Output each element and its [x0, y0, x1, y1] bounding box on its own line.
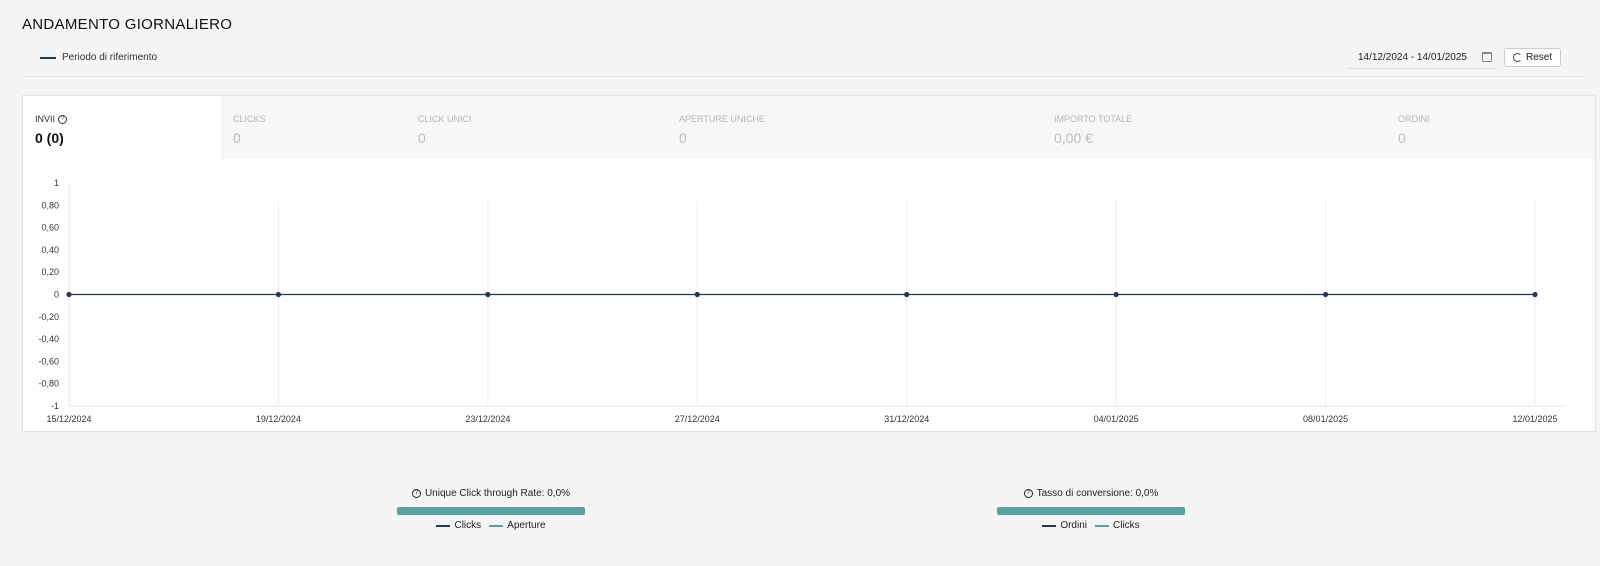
chart-legend: Periodo di riferimento: [40, 52, 157, 63]
data-point: [485, 291, 491, 298]
y-tick-label: 0,40: [41, 245, 59, 255]
data-point: [1113, 291, 1119, 298]
tab-label: CLICKS: [233, 114, 266, 124]
metric-ctr: ? Unique Click through Rate: 0,0% Clicks…: [397, 488, 585, 531]
legend-line-icon: [1095, 524, 1109, 527]
tab-label: APERTURE UNICHE: [679, 114, 765, 124]
metric-title: Tasso di conversione: 0,0%: [1036, 488, 1159, 499]
tab-value: 0 (0): [35, 130, 64, 146]
reset-label: Reset: [1526, 52, 1553, 63]
data-point: [694, 291, 700, 298]
tab-ordini[interactable]: ORDINI 0: [1386, 96, 1595, 159]
metric-bar: [397, 507, 585, 515]
x-tick-label: 27/12/2024: [675, 414, 720, 424]
legend-line-icon: [489, 524, 504, 527]
legend-label: Clicks: [454, 520, 482, 531]
calendar-icon[interactable]: [1482, 52, 1492, 62]
metric-title: Unique Click through Rate: 0,0%: [424, 488, 571, 499]
legend-label: Clicks: [1113, 520, 1140, 531]
data-point: [275, 291, 282, 298]
y-tick-label: 0,80: [41, 200, 59, 210]
y-tick-label: 1: [54, 178, 59, 188]
reset-button[interactable]: Reset: [1504, 48, 1562, 67]
y-tick-label: -0,20: [38, 312, 59, 322]
metric-legend: Clicks Aperture: [397, 520, 585, 531]
help-icon[interactable]: ?: [411, 489, 421, 498]
legend-line-icon: [40, 56, 56, 59]
data-point: [1322, 291, 1329, 298]
data-point: [904, 291, 910, 298]
y-tick-label: -0,80: [38, 379, 59, 389]
tab-value: 0,00 €: [1054, 130, 1093, 146]
help-icon[interactable]: ?: [58, 114, 68, 124]
tab-value: 0: [1398, 130, 1406, 146]
x-tick-label: 12/01/2025: [1512, 414, 1557, 424]
legend-label: Periodo di riferimento: [62, 52, 158, 63]
line-chart: 1 0,80 0,60 0,40 0,20 0 -0,20 -0,40 -0,60 -0,80 -1…: [38, 178, 1563, 424]
legend-label: Ordini: [1060, 520, 1087, 531]
y-tick-label: -0,60: [38, 356, 59, 366]
x-tick-label: 19/12/2024: [256, 414, 301, 424]
chart-card: INVII ? 0 (0) CLICKS 0 CLICK UNICI 0 APE…: [22, 95, 1596, 432]
legend-label: Aperture: [507, 520, 546, 531]
data-point: [1532, 291, 1538, 298]
tab-invii[interactable]: INVII ? 0 (0): [23, 96, 221, 159]
y-tick-label: 0,60: [41, 223, 59, 233]
tab-clicks[interactable]: CLICKS 0: [221, 96, 406, 159]
y-tick-label: -0,40: [38, 334, 59, 344]
refresh-icon: [1513, 53, 1522, 62]
tab-importo-totale[interactable]: IMPORTO TOTALE 0,00 €: [1042, 96, 1386, 159]
y-tick-label: 0,20: [41, 267, 59, 277]
data-point: [66, 291, 72, 298]
divider: [22, 76, 1584, 77]
y-tick-label: -1: [51, 401, 59, 411]
tab-value: 0: [233, 130, 241, 146]
metric-tabs: INVII ? 0 (0) CLICKS 0 CLICK UNICI 0 APE…: [23, 96, 1595, 159]
x-tick-label: 31/12/2024: [884, 414, 929, 424]
tab-label: IMPORTO TOTALE: [1054, 114, 1133, 124]
tab-value: 0: [418, 130, 426, 146]
date-range-value: 14/12/2024 - 14/01/2025: [1358, 52, 1467, 63]
metric-conversion: ? Tasso di conversione: 0,0% Ordini Clic…: [997, 488, 1185, 531]
tab-value: 0: [679, 130, 687, 146]
tab-label: CLICK UNICI: [418, 114, 472, 124]
page: ANDAMENTO GIORNALIERO Periodo di riferim…: [4, 0, 1600, 566]
tab-label: ORDINI: [1398, 114, 1430, 124]
x-tick-label: 04/01/2025: [1094, 414, 1139, 424]
metric-legend: Ordini Clicks: [997, 520, 1185, 531]
page-title: ANDAMENTO GIORNALIERO: [22, 16, 233, 33]
x-tick-label: 23/12/2024: [465, 414, 510, 424]
tab-aperture-uniche[interactable]: APERTURE UNICHE 0: [667, 96, 1042, 159]
help-icon[interactable]: ?: [1023, 489, 1033, 498]
tab-click-unici[interactable]: CLICK UNICI 0: [406, 96, 667, 159]
y-tick-label: 0: [54, 290, 59, 300]
x-tick-label: 15/12/2024: [46, 414, 91, 424]
date-range-input[interactable]: 14/12/2024 - 14/01/2025: [1348, 47, 1496, 69]
metric-bar: [997, 507, 1185, 515]
legend-line-icon: [436, 524, 451, 527]
tab-label: INVII: [35, 114, 56, 124]
x-tick-label: 08/01/2025: [1303, 414, 1348, 424]
legend-line-icon: [1042, 524, 1057, 527]
